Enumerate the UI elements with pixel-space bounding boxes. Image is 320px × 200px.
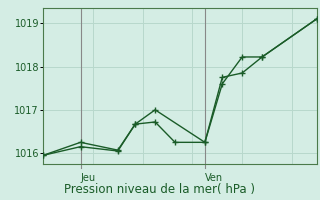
Text: Jeu: Jeu — [81, 173, 96, 183]
Text: Pression niveau de la mer( hPa ): Pression niveau de la mer( hPa ) — [65, 183, 255, 196]
Text: Ven: Ven — [205, 173, 223, 183]
